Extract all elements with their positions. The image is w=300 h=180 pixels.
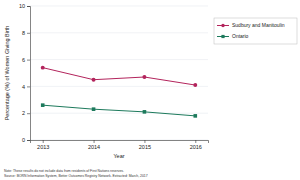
x-tick: 2016 [190,140,202,150]
grid-line [30,86,208,87]
marks [41,66,198,118]
y-tick-label: 6 [22,57,25,63]
legend-marker [221,24,225,28]
point-marker [41,66,45,70]
x-axis: 2013 2014 2015 2016 [31,140,209,150]
grid-line [30,113,208,114]
x-tick-label: 2014 [88,144,100,150]
legend-label: Sudbury and Manitoulin [232,22,285,28]
y-tick-mark [27,33,30,34]
x-tick-label: 2016 [190,144,202,150]
y-tick-label: 4 [22,84,25,90]
y-tick: 6 [22,57,30,63]
y-tick: 10 [19,3,30,9]
y-tick-mark [27,60,30,61]
point-marker [92,78,96,82]
y-tick-label: 10 [19,3,25,9]
y-tick-label: 0 [22,137,25,143]
x-tick-label: 2015 [139,144,151,150]
y-tick-mark [27,140,30,141]
y-axis: 0 2 4 6 8 10 [19,3,31,143]
y-tick: 8 [22,30,30,36]
x-tick-label: 2013 [37,144,49,150]
legend: Sudbury and Manitoulin Ontario [214,18,297,44]
note: Note: These results do not include data … [4,169,124,173]
x-axis-line [31,141,209,144]
y-tick-mark [27,113,30,114]
x-tick-mark [94,140,95,143]
y-tick: 2 [22,110,30,116]
point-marker [142,75,146,79]
plot: 0 2 4 6 8 10 2013 2014 2015 2016 [19,3,209,150]
note: Source: BORN Information System, Better … [4,174,148,178]
y-tick-mark [27,6,30,7]
point-marker [92,107,96,111]
grid-line [30,6,208,7]
x-tick: 2015 [139,140,151,150]
chart: 0 2 4 6 8 10 2013 2014 2015 2016 Percentage (%) of… [0,0,300,180]
point-marker [193,83,197,87]
point-marker [41,103,45,107]
y-axis-line [27,7,31,141]
x-axis-title: Year [113,153,124,159]
point-marker [193,114,197,118]
y-tick: 0 [22,137,30,143]
series-line [43,68,196,85]
y-axis-title: Percentage (%) of Women Giving Birth [4,26,10,121]
y-tick-label: 8 [22,30,25,36]
grid [30,6,208,140]
x-tick-mark [43,140,44,143]
legend-label: Ontario [232,33,249,39]
y-tick: 4 [22,84,30,90]
point-marker [143,110,147,114]
legend-box [214,18,297,44]
grid-line [30,59,208,60]
x-tick-mark [195,140,196,143]
y-tick-mark [27,86,30,87]
y-tick-label: 2 [22,110,25,116]
grid-line [30,32,208,33]
x-tick: 2014 [88,140,100,150]
series-line [43,105,196,116]
x-tick-mark [144,140,145,143]
legend-marker [221,35,224,38]
x-tick: 2013 [37,140,49,150]
